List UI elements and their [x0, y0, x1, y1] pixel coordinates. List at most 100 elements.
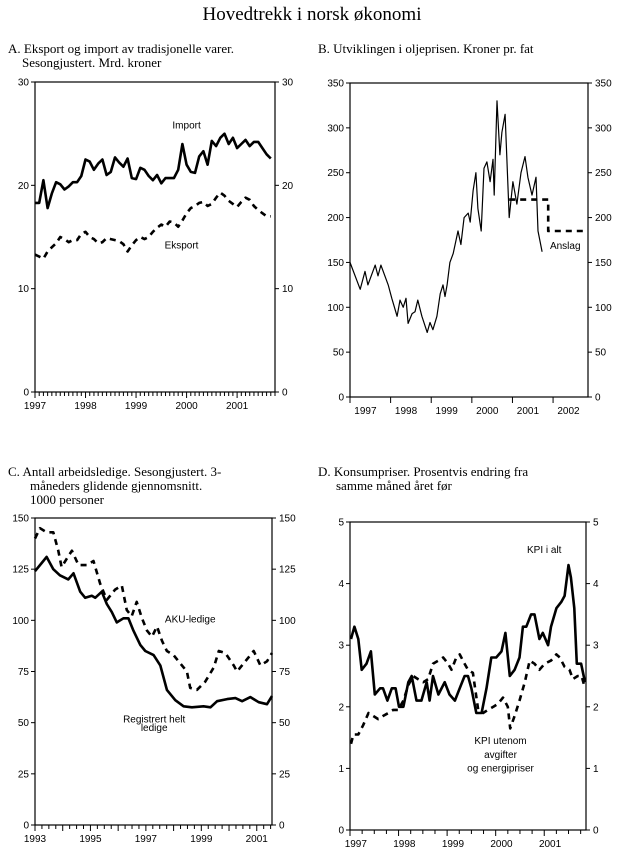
y-tick-label-right: 0: [595, 393, 601, 404]
series-line-eksport: [34, 191, 271, 260]
y-tick-label-left: 10: [18, 284, 30, 295]
x-tick-label: 1997: [345, 839, 368, 850]
y-tick-label-right: 10: [282, 284, 294, 295]
y-tick-label-right: 200: [595, 213, 612, 224]
y-tick-label-right: 350: [595, 79, 612, 90]
y-tick-label-left: 50: [18, 718, 30, 729]
series-annotation: og energipriser: [467, 763, 534, 774]
y-tick-label-right: 20: [282, 181, 294, 192]
y-tick-label-left: 4: [338, 579, 344, 590]
y-tick-label-left: 350: [327, 79, 344, 90]
series-line-aku-ledige: [33, 526, 274, 692]
chart-panel-a: 0 0 10 10 20 20 30 30 1997 1998 1999 2000 2001 Import…: [18, 78, 294, 413]
figure-title: Hovedtrekk i norsk økonomi: [202, 4, 422, 25]
y-tick-label-left: 5: [338, 518, 344, 529]
x-tick-label: 2001: [226, 401, 249, 412]
plot-frame: [349, 521, 587, 831]
y-tick-label-left: 0: [23, 821, 29, 832]
series-annotation: avgifter: [484, 750, 517, 761]
panel-d-title-line: samme måned året før: [336, 478, 452, 493]
series-annotation: KPI utenom: [474, 736, 526, 747]
panel-a-title: A. Eksport og import av tradisjonelle va…: [8, 42, 234, 70]
y-tick-label-left: 300: [327, 123, 344, 134]
x-tick-label: 1999: [190, 834, 213, 845]
y-tick-label-right: 100: [279, 616, 296, 627]
y-tick-label-right: 3: [593, 641, 599, 652]
series-line-kpi-utenom-avgifter-og-energipriser: [349, 653, 587, 745]
x-tick-label: 1998: [74, 401, 97, 412]
x-tick-label: 1997: [354, 406, 377, 417]
y-tick-label-right: 5: [593, 518, 599, 529]
y-tick-label-right: 75: [279, 667, 291, 678]
series-annotation: Anslag: [550, 241, 581, 252]
panel-c-title-line: C. Antall arbeidsledige. Sesongjustert. …: [8, 464, 222, 479]
y-tick-label-right: 125: [279, 565, 296, 576]
series-annotation: Eksport: [165, 240, 199, 251]
chart-panel-c: 0 0 25 25 50 50 75 75 100 100 125 125 150 150 1993 1995…: [12, 514, 296, 846]
series-annotation: Registrert helt: [123, 715, 185, 726]
y-tick-label-right: 50: [595, 348, 607, 359]
y-tick-label-right: 2: [593, 702, 599, 713]
y-tick-label-right: 0: [279, 821, 285, 832]
y-tick-label-left: 30: [18, 78, 30, 89]
panel-c-title-line: måneders glidende gjennomsnitt.: [30, 478, 203, 493]
y-tick-label-right: 100: [595, 303, 612, 314]
panel-b-title-line: B. Utviklingen i oljeprisen. Kroner pr. …: [318, 41, 534, 56]
x-tick-label: 1997: [135, 834, 158, 845]
series-line-anslag: [509, 198, 588, 233]
x-tick-label: 1999: [125, 401, 148, 412]
y-tick-label-left: 0: [23, 388, 29, 399]
y-tick-label-right: 150: [595, 258, 612, 269]
y-tick-label-right: 25: [279, 769, 291, 780]
x-tick-label: 2000: [476, 406, 499, 417]
y-tick-label-right: 300: [595, 123, 612, 134]
y-tick-label-left: 150: [12, 514, 29, 525]
y-tick-label-left: 75: [18, 667, 30, 678]
panel-b-title: B. Utviklingen i oljeprisen. Kroner pr. …: [318, 42, 534, 56]
x-tick-label: 1993: [24, 834, 47, 845]
panel-c-title: C. Antall arbeidsledige. Sesongjustert. …: [8, 465, 221, 507]
x-tick-label: 2001: [517, 406, 540, 417]
y-tick-label-left: 0: [338, 826, 344, 837]
plot-frame: [34, 517, 273, 826]
panel-d-title: D. Konsumpriser. Prosentvis endring fra …: [318, 465, 528, 493]
y-tick-label-left: 200: [327, 213, 344, 224]
x-tick-label: 2001: [539, 839, 562, 850]
y-tick-label-left: 250: [327, 168, 344, 179]
y-tick-label-left: 0: [338, 393, 344, 404]
y-tick-label-left: 100: [12, 616, 29, 627]
chart-panel-d: 0 0 1 1 2 2 3 3 4 4 5 5 1997 1998 1999 2000 2001 KPI i al…: [338, 518, 599, 851]
panel-a-title-line: Sesongjustert. Mrd. kroner: [22, 55, 162, 70]
y-tick-label-right: 150: [279, 514, 296, 525]
y-tick-label-right: 30: [282, 78, 294, 89]
x-tick-label: 1998: [393, 839, 416, 850]
panel-a-title-line: A. Eksport og import av tradisjonelle va…: [8, 41, 235, 56]
y-tick-label-left: 3: [338, 641, 344, 652]
x-tick-label: 1997: [24, 401, 47, 412]
y-tick-label-right: 50: [279, 718, 291, 729]
series-line-kpi-i-alt: [349, 563, 587, 715]
y-tick-label-left: 100: [327, 303, 344, 314]
panel-c-title-line: 1000 personer: [30, 492, 105, 507]
y-tick-label-left: 1: [338, 764, 344, 775]
plot-frame: [349, 82, 589, 398]
x-tick-label: 2001: [246, 834, 269, 845]
series-line-registrert-helt-ledige: [33, 555, 274, 709]
panel-d-title-line: D. Konsumpriser. Prosentvis endring fra: [318, 464, 529, 479]
y-tick-label-right: 250: [595, 168, 612, 179]
x-tick-label: 2002: [557, 406, 580, 417]
x-tick-label: 1999: [436, 406, 459, 417]
y-tick-label-left: 125: [12, 565, 29, 576]
x-tick-label: 1998: [395, 406, 418, 417]
x-tick-label: 2000: [175, 401, 198, 412]
series-annotation: ledige: [141, 723, 168, 734]
x-tick-label: 1995: [79, 834, 102, 845]
y-tick-label-left: 20: [18, 181, 30, 192]
y-tick-label-right: 4: [593, 579, 599, 590]
y-tick-label-left: 2: [338, 702, 344, 713]
series-annotation: Import: [172, 121, 201, 132]
plot-frame: [34, 81, 276, 393]
y-tick-label-right: 0: [593, 826, 599, 837]
